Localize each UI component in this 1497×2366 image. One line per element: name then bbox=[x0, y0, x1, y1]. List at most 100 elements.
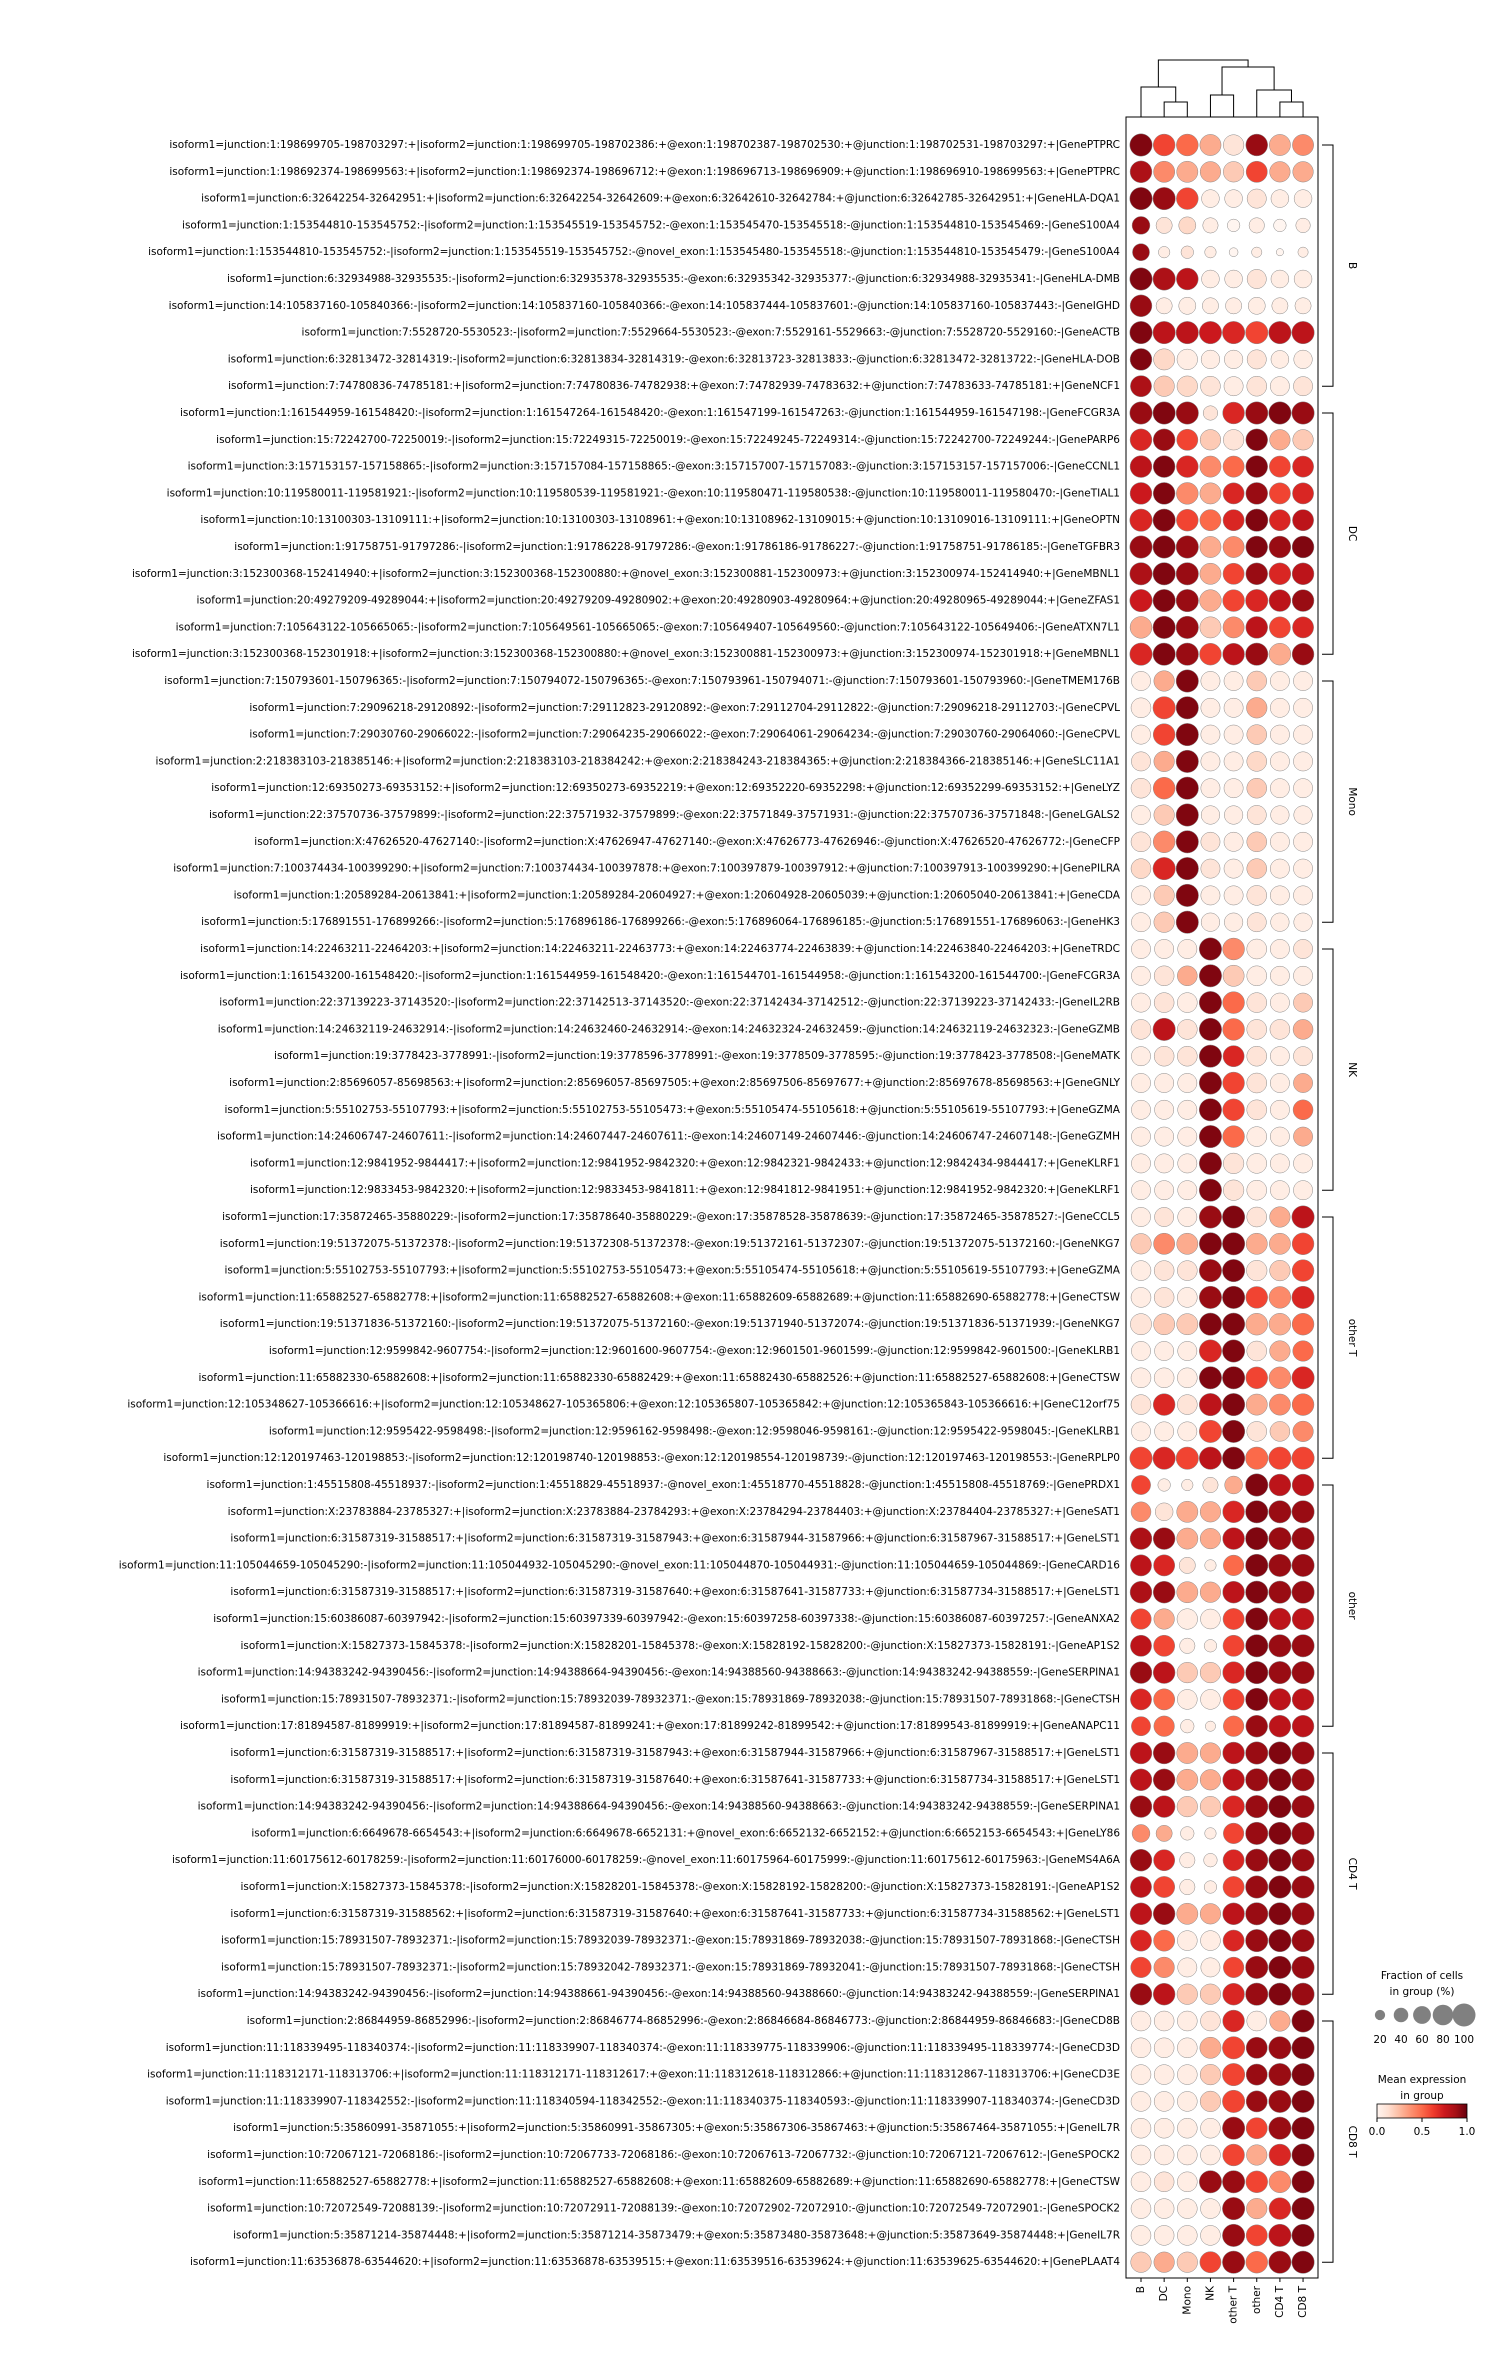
dot bbox=[1199, 2090, 1221, 2112]
dot bbox=[1198, 321, 1222, 345]
dot bbox=[1222, 2089, 1246, 2113]
dot bbox=[1153, 1715, 1175, 1737]
dot bbox=[1222, 1285, 1246, 1309]
dot bbox=[1291, 1982, 1315, 2006]
dot bbox=[1152, 1902, 1176, 1925]
dot bbox=[1223, 831, 1244, 852]
dot bbox=[1177, 2010, 1198, 2032]
dot bbox=[1268, 2223, 1292, 2247]
dot bbox=[1248, 217, 1265, 234]
dot bbox=[1176, 482, 1199, 505]
dot bbox=[1177, 2171, 1198, 2193]
dot bbox=[1177, 1421, 1198, 1442]
dot bbox=[1268, 1607, 1292, 1631]
dot bbox=[1246, 912, 1267, 933]
dot bbox=[1268, 1580, 1292, 1604]
dot bbox=[1245, 428, 1268, 451]
dot bbox=[1245, 1768, 1269, 1792]
dot bbox=[1130, 1394, 1152, 1415]
dot bbox=[1199, 2064, 1221, 2086]
dot bbox=[1204, 1827, 1217, 1840]
group-bracket bbox=[1322, 1484, 1334, 1727]
group-bracket bbox=[1322, 1752, 1334, 1995]
dot bbox=[1222, 1795, 1245, 1818]
dot bbox=[1245, 2117, 1268, 2140]
row-label: isoform1=junction:1:45515808-45518937:-|… bbox=[207, 1479, 1120, 1491]
row-label: isoform1=junction:15:60386087-60397942:-… bbox=[213, 1613, 1120, 1625]
row-label: isoform1=junction:7:74780836-74785181:+|… bbox=[228, 380, 1120, 392]
dot bbox=[1155, 297, 1173, 315]
dot bbox=[1268, 2116, 1292, 2140]
dot bbox=[1202, 297, 1219, 315]
dot bbox=[1152, 562, 1176, 586]
group-label: NK bbox=[1346, 1062, 1358, 1078]
dot bbox=[1245, 1955, 1269, 1979]
dot bbox=[1245, 2063, 1268, 2086]
dot bbox=[1129, 401, 1153, 425]
dot bbox=[1251, 246, 1263, 258]
row-label: isoform1=junction:12:9841952-9844417:+|i… bbox=[250, 1157, 1120, 1169]
dot bbox=[1153, 2251, 1175, 2273]
dot bbox=[1245, 1553, 1269, 1577]
dot bbox=[1176, 187, 1199, 210]
dot bbox=[1246, 2144, 1268, 2166]
dot bbox=[1246, 1045, 1267, 1067]
dot bbox=[1246, 1421, 1267, 1442]
dot bbox=[1291, 1607, 1315, 1631]
dot bbox=[1291, 2223, 1315, 2247]
dot bbox=[1176, 1768, 1199, 1791]
x-tick-label: other T bbox=[1228, 2285, 1240, 2323]
dot bbox=[1130, 1313, 1152, 1336]
dot bbox=[1198, 1419, 1222, 1443]
dendrogram-link bbox=[1163, 101, 1188, 117]
dot bbox=[1245, 2090, 1268, 2113]
dot bbox=[1131, 1180, 1151, 1201]
dot bbox=[1270, 831, 1290, 852]
dot bbox=[1180, 245, 1194, 259]
dot bbox=[1198, 1339, 1222, 1363]
colorbar-tick-label: 0.0 bbox=[1369, 2126, 1386, 2138]
dot bbox=[1291, 2143, 1315, 2167]
dot bbox=[1175, 321, 1199, 345]
row-label: isoform1=junction:15:72242700-72250019:-… bbox=[216, 434, 1120, 446]
dot bbox=[1293, 349, 1313, 369]
dot bbox=[1269, 509, 1291, 532]
dot bbox=[1270, 1046, 1290, 1067]
dot bbox=[1224, 349, 1244, 369]
size-legend-dot bbox=[1393, 2007, 1409, 2023]
dot bbox=[1199, 589, 1222, 612]
dot bbox=[1178, 1557, 1196, 1574]
dot bbox=[1223, 697, 1244, 718]
dot bbox=[1223, 778, 1244, 799]
dot bbox=[1292, 161, 1314, 183]
dot bbox=[1199, 1662, 1221, 1684]
row-label: isoform1=junction:X:15827373-15845378:-|… bbox=[240, 1881, 1120, 1893]
row-label: isoform1=junction:1:153544810-153545752:… bbox=[182, 219, 1120, 231]
dot bbox=[1158, 246, 1171, 259]
row-label: isoform1=junction:7:29030760-29066022:-|… bbox=[249, 729, 1120, 741]
dot bbox=[1245, 2224, 1268, 2247]
dot bbox=[1130, 1367, 1152, 1389]
dot bbox=[1153, 992, 1175, 1013]
dot bbox=[1176, 1232, 1199, 1255]
dot bbox=[1269, 1393, 1291, 1416]
dot bbox=[1291, 321, 1315, 345]
dot bbox=[1178, 216, 1197, 235]
dot bbox=[1293, 805, 1313, 825]
dot bbox=[1291, 1688, 1315, 1711]
dot bbox=[1270, 1180, 1290, 1201]
dot bbox=[1153, 1876, 1176, 1898]
dot bbox=[1222, 1849, 1245, 1872]
row-label: isoform1=junction:1:161543200-161548420:… bbox=[180, 970, 1121, 982]
dot bbox=[1130, 831, 1152, 853]
dot bbox=[1246, 375, 1267, 397]
dot bbox=[1222, 1688, 1245, 1711]
dot bbox=[1175, 776, 1199, 800]
dot bbox=[1176, 1527, 1199, 1550]
dot bbox=[1291, 1232, 1315, 1255]
dot bbox=[1129, 616, 1153, 639]
dot bbox=[1245, 1741, 1269, 1765]
dot bbox=[1130, 2171, 1152, 2193]
dot bbox=[1176, 1581, 1199, 1604]
dot bbox=[1131, 671, 1151, 691]
